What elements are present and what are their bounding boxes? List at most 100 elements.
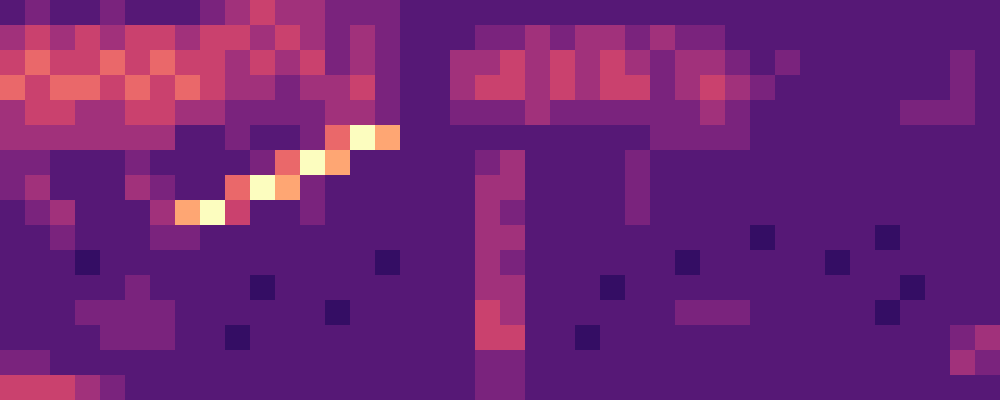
heatmap-cell: [625, 350, 651, 376]
heatmap-cell: [300, 350, 326, 376]
heatmap-cell: [700, 50, 726, 76]
heatmap-cell: [275, 75, 301, 101]
heatmap-cell: [675, 225, 701, 251]
heatmap-cell: [350, 250, 376, 276]
heatmap-cell: [975, 250, 1000, 276]
heatmap-cell: [0, 350, 26, 376]
heatmap-cell: [425, 125, 451, 151]
heatmap-cell: [25, 200, 51, 226]
heatmap-cell: [75, 200, 101, 226]
heatmap-cell: [275, 100, 301, 126]
heatmap-cell: [975, 225, 1000, 251]
heatmap-cell: [750, 125, 776, 151]
heatmap-cell: [425, 375, 451, 400]
heatmap-cell: [275, 300, 301, 326]
heatmap-cell: [175, 350, 201, 376]
heatmap-cell: [325, 325, 351, 351]
heatmap-cell: [550, 100, 576, 126]
heatmap-cell: [375, 150, 401, 176]
heatmap-cell: [25, 350, 51, 376]
heatmap-cell: [575, 275, 601, 301]
heatmap-cell: [650, 150, 676, 176]
heatmap-cell: [375, 300, 401, 326]
heatmap-cell: [825, 350, 851, 376]
heatmap-cell: [150, 200, 176, 226]
heatmap-cell: [375, 325, 401, 351]
heatmap-cell: [675, 100, 701, 126]
heatmap-cell: [900, 50, 926, 76]
heatmap-cell: [725, 350, 751, 376]
heatmap-cell: [225, 25, 251, 51]
heatmap-cell: [900, 375, 926, 400]
heatmap-cell: [475, 225, 501, 251]
heatmap-cell: [400, 250, 426, 276]
heatmap-cell: [900, 175, 926, 201]
heatmap-cell: [675, 375, 701, 400]
heatmap-cell: [675, 350, 701, 376]
heatmap-cell: [775, 25, 801, 51]
heatmap-cell: [450, 350, 476, 376]
heatmap-cell: [250, 75, 276, 101]
heatmap-cell: [375, 75, 401, 101]
heatmap-cell: [0, 300, 26, 326]
heatmap-cell: [500, 100, 526, 126]
heatmap-cell: [75, 75, 101, 101]
heatmap-cell: [825, 100, 851, 126]
heatmap-cell: [600, 50, 626, 76]
heatmap-cell: [875, 0, 901, 26]
heatmap-cell: [350, 300, 376, 326]
heatmap-cell: [950, 75, 976, 101]
heatmap-cell: [0, 250, 26, 276]
heatmap-cell: [800, 325, 826, 351]
heatmap-cell: [250, 375, 276, 400]
heatmap-cell: [575, 200, 601, 226]
heatmap-cell: [350, 0, 376, 26]
heatmap-cell: [625, 175, 651, 201]
heatmap-cell: [25, 325, 51, 351]
heatmap-cell: [875, 325, 901, 351]
heatmap-cell: [300, 100, 326, 126]
heatmap-cell: [400, 200, 426, 226]
heatmap-cell: [150, 25, 176, 51]
heatmap-cell: [100, 100, 126, 126]
heatmap-cell: [200, 175, 226, 201]
heatmap-cell: [325, 350, 351, 376]
heatmap-cell: [650, 300, 676, 326]
heatmap-cell: [850, 0, 876, 26]
heatmap-cell: [425, 350, 451, 376]
heatmap-cell: [775, 75, 801, 101]
heatmap-cell: [625, 250, 651, 276]
heatmap-cell: [350, 175, 376, 201]
heatmap-cell: [100, 75, 126, 101]
heatmap-cell: [225, 100, 251, 126]
heatmap-cell: [850, 175, 876, 201]
heatmap-cell: [725, 250, 751, 276]
heatmap-cell: [900, 250, 926, 276]
heatmap-cell: [550, 175, 576, 201]
heatmap-cell: [925, 275, 951, 301]
heatmap-cell: [200, 150, 226, 176]
heatmap-cell: [575, 150, 601, 176]
heatmap-cell: [650, 225, 676, 251]
heatmap-cell: [500, 250, 526, 276]
heatmap-cell: [850, 300, 876, 326]
heatmap-cell: [725, 100, 751, 126]
heatmap-cell: [225, 150, 251, 176]
heatmap-cell: [875, 275, 901, 301]
heatmap-cell: [725, 50, 751, 76]
heatmap-cell: [700, 75, 726, 101]
heatmap-cell: [450, 325, 476, 351]
heatmap-cell: [475, 100, 501, 126]
heatmap-cell: [950, 100, 976, 126]
heatmap-cell: [900, 150, 926, 176]
heatmap-cell: [525, 250, 551, 276]
heatmap-cell: [425, 100, 451, 126]
heatmap-cell: [500, 125, 526, 151]
heatmap-cell: [425, 25, 451, 51]
heatmap-cell: [925, 50, 951, 76]
heatmap-cell: [825, 125, 851, 151]
heatmap-cell: [200, 300, 226, 326]
heatmap-cell: [100, 225, 126, 251]
heatmap-cell: [650, 250, 676, 276]
heatmap-cell: [500, 75, 526, 101]
